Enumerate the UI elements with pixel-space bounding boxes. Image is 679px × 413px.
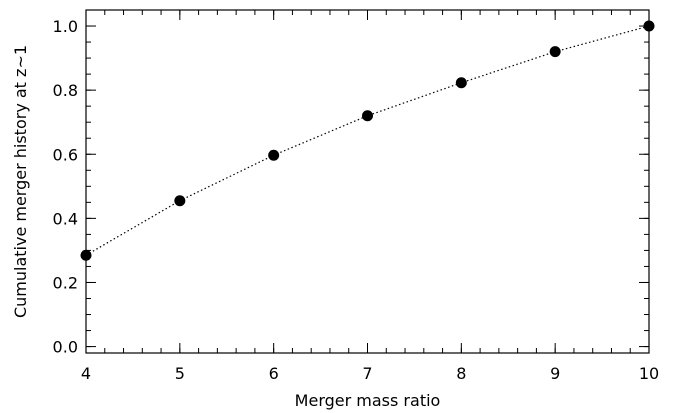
data-point [268,149,280,161]
series-points [80,20,655,261]
x-tick-labels: 4 5 6 7 8 9 10 [81,364,659,383]
minor-ticks [85,9,650,353]
y-tick-label: 0.4 [53,209,78,228]
data-point [643,20,655,32]
series-lines [85,25,650,256]
y-axis-title: Cumulative merger history at z~1 [11,45,30,318]
y-tick-label: 0.6 [53,145,78,164]
x-tick-label: 5 [175,364,185,383]
x-tick-label: 10 [639,364,659,383]
data-point [80,249,92,261]
y-tick-label: 0.0 [53,338,78,357]
x-tick-label: 6 [269,364,279,383]
x-tick-label: 4 [81,364,91,383]
y-tick-label: 0.8 [53,81,78,100]
major-ticks [85,10,650,353]
y-tick-label: 0.2 [53,273,78,292]
x-axis-title: Merger mass ratio [295,391,441,410]
x-tick-label: 9 [550,364,560,383]
y-tick-label: 1.0 [53,17,78,36]
x-tick-label: 7 [362,364,372,383]
data-point [362,110,373,122]
plot-frame [85,9,650,354]
x-tick-label: 8 [456,364,466,383]
data-point [549,46,561,58]
series-line [85,25,650,256]
data-point [455,77,467,89]
y-tick-labels: 0.0 0.2 0.4 0.6 0.8 1.0 [53,17,78,357]
data-point [174,195,186,207]
